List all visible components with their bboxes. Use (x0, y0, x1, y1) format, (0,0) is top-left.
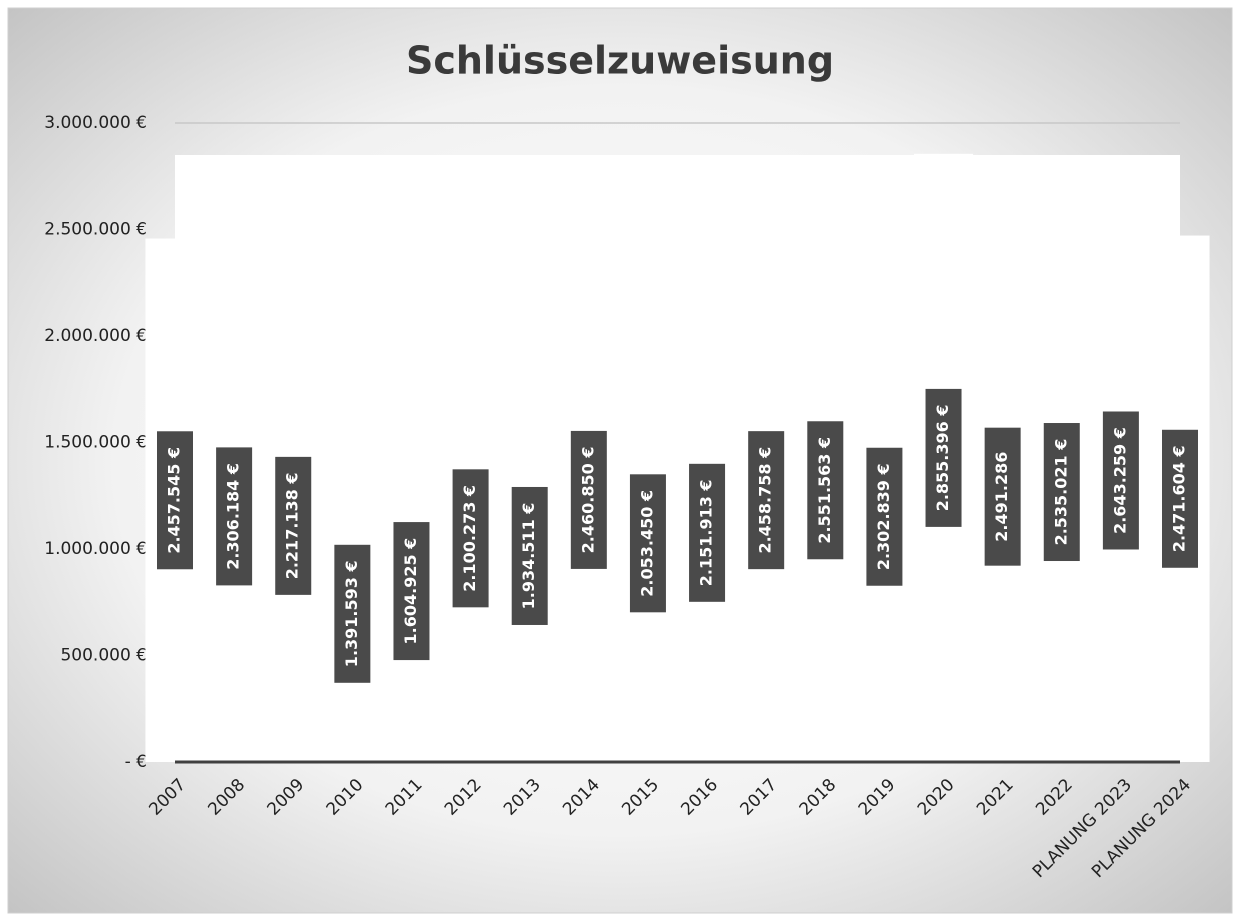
data-label: 2.053.450 € (637, 490, 656, 597)
data-label: 2.471.604 € (1170, 445, 1189, 552)
data-label-box (984, 427, 1021, 566)
data-label: 2.306.184 € (224, 463, 243, 570)
data-label: 2.458.758 € (756, 447, 775, 554)
data-label-box (925, 388, 962, 527)
data-label-box (570, 430, 607, 569)
y-tick-label: 500.000 € (60, 646, 147, 666)
data-label: 2.457.545 € (165, 447, 184, 554)
y-tick-label: 3.000.000 € (44, 113, 147, 133)
data-label-box (511, 486, 548, 625)
data-label: 2.100.273 € (460, 485, 479, 592)
y-tick-label: - € (125, 752, 147, 772)
data-label-box (393, 522, 430, 661)
y-tick-label: 2.500.000 € (44, 220, 147, 240)
data-label-box (334, 544, 371, 683)
data-label: 2.551.563 € (815, 437, 834, 544)
data-label: 1.934.511 € (519, 503, 538, 610)
y-tick-label: 1.500.000 € (44, 433, 147, 453)
data-label: 2.302.839 € (874, 463, 893, 570)
data-label-box (689, 463, 726, 602)
data-label-box (275, 456, 312, 595)
data-label-box (452, 469, 489, 608)
data-label-box (1102, 411, 1139, 550)
data-label-box (629, 474, 666, 613)
data-label-box (1162, 429, 1198, 568)
chart-title: Schlüsselzuweisung (406, 39, 834, 83)
data-label-box (748, 431, 785, 570)
data-label-box (866, 447, 903, 586)
data-label: 2.460.850 € (578, 447, 597, 554)
data-label-box (807, 421, 844, 560)
y-tick-label: 2.000.000 € (44, 326, 147, 346)
data-label: 2.217.138 € (283, 472, 302, 579)
data-label: 2.491.286 (992, 452, 1011, 542)
data-label: 1.604.925 € (401, 538, 420, 645)
data-label: 2.855.396 € (933, 405, 952, 512)
data-label: 2.535.021 € (1051, 439, 1070, 546)
data-label-box (1043, 423, 1080, 562)
data-label: 1.391.593 € (342, 560, 361, 667)
data-label: 2.151.913 € (697, 479, 716, 586)
data-label-box (216, 447, 253, 586)
data-label: 2.643.259 € (1110, 427, 1129, 534)
data-label-box (157, 431, 193, 570)
y-tick-label: 1.000.000 € (44, 539, 147, 559)
